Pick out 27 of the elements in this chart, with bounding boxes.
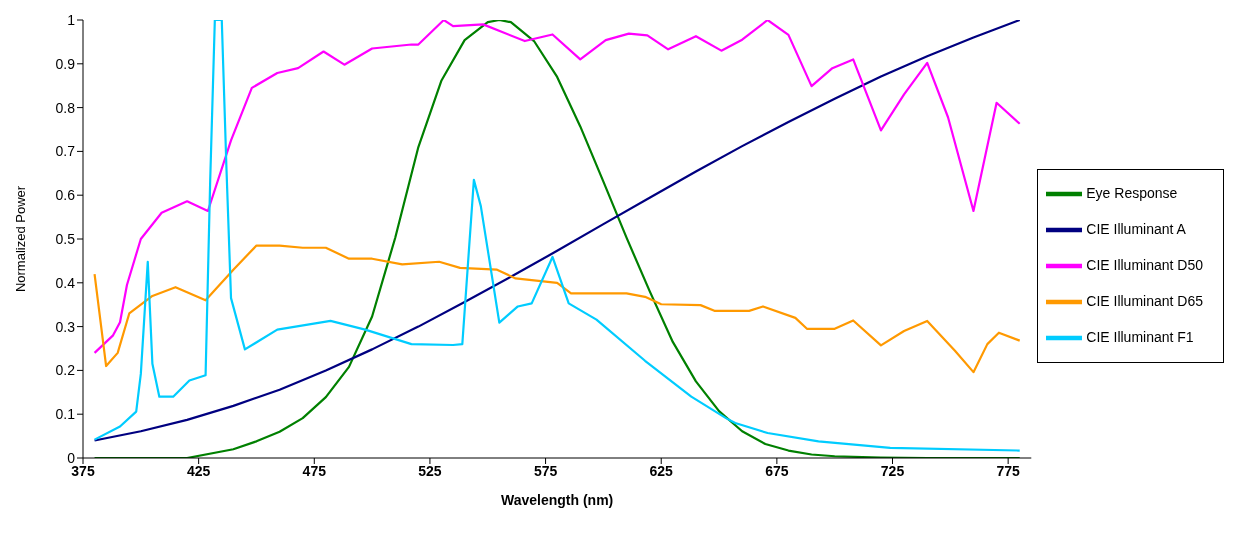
y-tick-label: 0.1 [55,406,76,423]
x-tick-label: 575 [533,462,558,479]
y-tick-label: 1 [67,11,76,28]
x-tick-label: 675 [765,462,789,479]
y-tick-label: 0.8 [55,99,76,116]
x-tick-label: 625 [649,462,674,479]
x-tick-label: 525 [418,462,442,479]
legend-label: CIE Illuminant D50 [1086,256,1203,273]
line-series [93,20,1021,354]
y-tick-label: 0.3 [55,318,76,335]
legend-label: CIE Illuminant A [1086,220,1186,237]
x-tick-label: 725 [880,462,905,479]
legend-label: Eye Response [1086,184,1178,201]
legend-label: CIE Illuminant D65 [1086,292,1203,309]
legend-label: CIE Illuminant F1 [1086,328,1194,345]
y-tick-label: 0.4 [55,274,76,291]
y-tick-label: 0.5 [55,230,76,247]
x-axis-title: Wavelength (nm) [501,492,614,508]
x-tick-label: 475 [302,462,327,479]
x-tick-label: 425 [186,462,211,479]
y-tick-label: 0.7 [55,143,76,160]
line-series [93,244,1021,374]
y-tick-label: 0.6 [55,187,76,204]
y-tick-label: 0.2 [55,362,76,379]
y-axis-title: Normalized Power [12,185,28,293]
y-tick-label: 0.9 [55,55,76,72]
x-tick-label: 775 [996,462,1021,479]
